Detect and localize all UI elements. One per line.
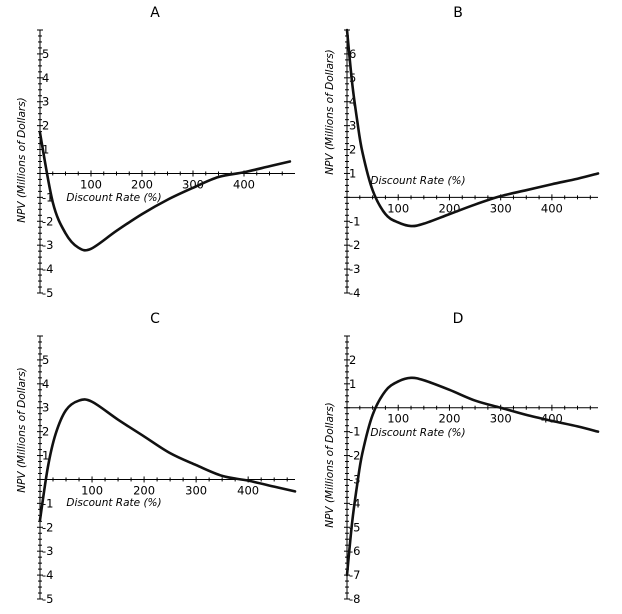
y-tick-label-b: -4 xyxy=(349,286,360,300)
x-tick-label-c: 100 xyxy=(81,483,103,497)
y-tick-label-a: 1 xyxy=(42,143,49,157)
y-tick-label-c: -3 xyxy=(42,544,53,558)
chart-title-c: C xyxy=(150,311,160,327)
chart-title-a: A xyxy=(150,5,160,21)
y-tick-label-c: 1 xyxy=(42,449,49,463)
x-tick-label-d: 300 xyxy=(490,412,512,426)
chart-panel-a: A 100 200 300 400 -5 -4 -3 -2 -1 1 2 3 4 5 Discount Rat… xyxy=(16,5,295,300)
y-tick-label-c: -4 xyxy=(42,568,53,582)
x-tick-label-d: 200 xyxy=(438,412,460,426)
y-tick-label-d: -6 xyxy=(349,544,360,558)
y-tick-label-a: 5 xyxy=(42,47,49,61)
y-tick-label-d: -8 xyxy=(349,592,360,606)
chart-title-d: D xyxy=(453,311,464,327)
x-axis-label-b: Discount Rate (%) xyxy=(370,175,465,187)
y-tick-label-a: -2 xyxy=(42,214,53,228)
y-tick-label-d: 2 xyxy=(349,353,356,367)
x-tick-label-c: 200 xyxy=(133,483,155,497)
y-tick-label-d: -7 xyxy=(349,568,360,582)
y-tick-label-a: 3 xyxy=(42,95,49,109)
x-tick-label-a: 100 xyxy=(80,177,102,191)
x-tick-label-c: 400 xyxy=(237,483,259,497)
x-axis-label-a: Discount Rate (%) xyxy=(66,192,161,204)
x-axis-label-c: Discount Rate (%) xyxy=(66,497,161,509)
y-tick-label-c: 3 xyxy=(42,401,49,415)
x-axis-label-d: Discount Rate (%) xyxy=(370,427,465,439)
y-tick-label-b: -1 xyxy=(349,214,360,228)
y-axis-label-b: NPV (Millions of Dollars) xyxy=(324,49,336,175)
x-tick-label-a: 400 xyxy=(233,177,255,191)
x-tick-label-b: 400 xyxy=(541,201,563,215)
y-tick-label-b: 3 xyxy=(349,119,356,133)
npv-curve-d xyxy=(345,376,600,577)
y-axis-label-c: NPV (Millions of Dollars) xyxy=(16,367,28,493)
y-tick-label-a: -5 xyxy=(42,286,53,300)
y-tick-label-c: 5 xyxy=(42,353,49,367)
y-axis-label-d: NPV (Millions of Dollars) xyxy=(324,402,336,528)
y-tick-label-a: -4 xyxy=(42,262,53,276)
y-tick-label-a: 4 xyxy=(42,71,49,85)
x-tick-label-a: 200 xyxy=(131,177,153,191)
y-tick-label-a: -1 xyxy=(42,190,53,204)
y-tick-label-b: 6 xyxy=(349,47,356,61)
x-tick-label-d: 100 xyxy=(387,412,409,426)
y-tick-label-b: -3 xyxy=(349,262,360,276)
x-tick-label-b: 300 xyxy=(490,201,512,215)
y-tick-label-a: 2 xyxy=(42,119,49,133)
y-tick-label-c: -2 xyxy=(42,520,53,534)
x-tick-label-b: 100 xyxy=(387,201,409,215)
chart-title-b: B xyxy=(453,5,463,21)
y-tick-label-b: 2 xyxy=(349,143,356,157)
y-tick-label-c: -5 xyxy=(42,592,53,606)
y-tick-label-b: 4 xyxy=(349,95,356,109)
x-tick-label-c: 300 xyxy=(185,483,207,497)
y-tick-label-d: -2 xyxy=(349,449,360,463)
npv-curve-a xyxy=(38,131,292,252)
npv-curve-b xyxy=(345,28,600,228)
y-tick-label-d: -1 xyxy=(349,425,360,439)
x-tick-label-a: 300 xyxy=(182,177,204,191)
y-tick-label-a: -3 xyxy=(42,238,53,252)
y-tick-label-b: 1 xyxy=(349,166,356,180)
y-tick-label-c: 4 xyxy=(42,377,49,391)
npv-curve-c xyxy=(38,398,297,522)
y-tick-label-d: 1 xyxy=(349,377,356,391)
y-axis-label-a: NPV (Millions of Dollars) xyxy=(16,97,28,223)
y-tick-label-d: -3 xyxy=(349,472,360,486)
y-tick-label-c: 2 xyxy=(42,425,49,439)
y-tick-label-d: -5 xyxy=(349,520,360,534)
chart-panel-c: C 100 200 300 400 -5 -4 -3 -2 -1 1 2 3 4 5 Discount Rat… xyxy=(16,311,297,606)
y-tick-label-c: -1 xyxy=(42,496,53,510)
y-tick-label-b: -2 xyxy=(349,238,360,252)
